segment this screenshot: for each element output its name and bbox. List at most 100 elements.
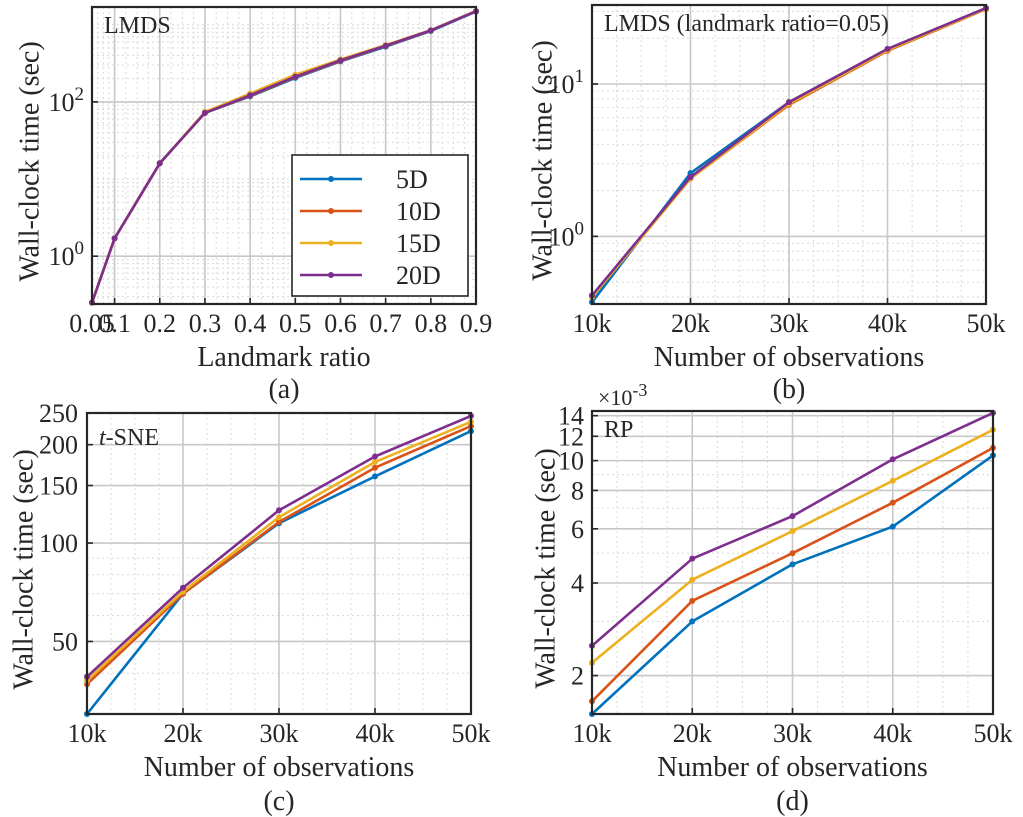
x-tick-label: 50k xyxy=(974,719,1013,748)
y-tick-label: 6 xyxy=(571,515,584,544)
panel-title: t-SNE xyxy=(99,425,159,451)
series-group xyxy=(89,7,479,306)
data-point-10D xyxy=(789,550,796,557)
series-group xyxy=(589,5,989,306)
data-point-20D xyxy=(884,45,891,52)
y-multiplier-exponent: -3 xyxy=(632,380,647,400)
y-tick-label: 8 xyxy=(571,476,584,505)
data-point-20D xyxy=(180,584,186,591)
data-point-5D xyxy=(372,473,378,480)
y-tick-label: 50 xyxy=(52,627,78,656)
x-axis-label: Number of observations xyxy=(654,342,925,373)
x-tick-label: 40k xyxy=(873,719,912,748)
y-tick-exponent: 1 xyxy=(575,66,585,87)
y-tick-exponent: 0 xyxy=(575,218,585,239)
x-tick-label: 30k xyxy=(773,719,812,748)
x-tick-label: 0.1 xyxy=(98,309,131,338)
y-axis-label: Wall-clock time (sec) xyxy=(8,449,39,689)
y-tick-label: 200 xyxy=(39,431,78,460)
panel-title-rest: -SNE xyxy=(106,425,159,451)
legend-label-20D: 20D xyxy=(396,261,441,290)
x-tick-label: 30k xyxy=(260,719,299,748)
x-tick-label: 0.8 xyxy=(415,309,448,338)
data-point-10D xyxy=(372,464,378,471)
data-point-20D xyxy=(201,109,208,116)
x-tick-label: 0.4 xyxy=(234,309,267,338)
y-tick-label: 150 xyxy=(39,472,78,501)
data-point-20D xyxy=(276,507,282,514)
panel-title-italic: t xyxy=(99,425,107,451)
legend-label-5D: 5D xyxy=(396,165,428,194)
x-tick-label: 10k xyxy=(573,309,612,338)
plot-frame xyxy=(90,5,478,306)
y-tick-label: 4 xyxy=(571,569,584,598)
x-tick-label: 10k xyxy=(68,719,107,748)
x-tick-label: 20k xyxy=(164,719,203,748)
data-point-15D xyxy=(889,477,896,484)
y-axis-label: Wall-clock time (sec) xyxy=(530,448,561,688)
data-point-20D xyxy=(687,174,694,181)
y-tick-label: 250 xyxy=(39,399,78,428)
panel-a: 0.050.1 0.2 0.3 0.4 0.5 0.6 0.7 0.8 0.9100102LMD… xyxy=(14,5,493,405)
y-tick-label: 14 xyxy=(558,402,584,431)
series-group xyxy=(84,412,474,717)
y-tick-base: 10 xyxy=(49,88,75,117)
data-point-20D xyxy=(111,235,118,242)
grid-major xyxy=(591,5,987,304)
data-point-20D xyxy=(689,555,696,562)
data-point-20D xyxy=(372,453,378,460)
legend-marker-5D xyxy=(328,176,334,182)
data-point-20D xyxy=(427,27,434,34)
legend-marker-20D xyxy=(328,272,334,278)
data-point-20D xyxy=(789,513,796,520)
series-line-20D xyxy=(90,10,477,304)
data-point-20D xyxy=(247,92,254,99)
x-tick-label: 0.5 xyxy=(279,309,312,338)
subfigure-caption: (b) xyxy=(773,374,806,405)
data-point-20D xyxy=(786,99,792,106)
panel-c: 10k 20k 30k 40k 50k 50 100 150 200 250 t-SNE Number… xyxy=(8,399,490,817)
y-tick-label: 100 xyxy=(49,238,85,271)
y-axis-label: Wall-clock time (sec) xyxy=(14,41,45,281)
y-tick-label: 101 xyxy=(549,66,585,99)
data-point-5D xyxy=(689,618,696,625)
y-tick-base: 10 xyxy=(549,222,575,251)
x-axis-label: Number of observations xyxy=(657,752,928,783)
legend-label-15D: 15D xyxy=(396,229,441,258)
data-point-20D xyxy=(292,73,299,80)
x-tick-label: 0.05 xyxy=(69,309,115,338)
legend-marker-15D xyxy=(328,240,334,246)
data-point-15D xyxy=(689,576,696,583)
data-point-5D xyxy=(789,561,796,568)
x-tick-label: 0.9 xyxy=(460,309,493,338)
legend-marker-10D xyxy=(328,208,334,214)
x-tick-label: 20k xyxy=(671,309,710,338)
x-axis-label: Landmark ratio xyxy=(197,342,370,373)
y-tick-label: 100 xyxy=(39,529,78,558)
y-tick-label: 102 xyxy=(49,84,85,117)
y-tick-exponent: 0 xyxy=(75,238,85,259)
x-tick-label: 0.2 xyxy=(144,309,177,338)
data-point-20D xyxy=(337,57,344,64)
subfigure-caption: (d) xyxy=(776,786,809,817)
data-point-20D xyxy=(889,456,896,463)
panel-title: LMDS (landmark ratio=0.05) xyxy=(604,11,889,37)
y-tick-label: 2 xyxy=(571,662,584,691)
data-point-10D xyxy=(276,519,282,526)
y-tick-label: 100 xyxy=(549,218,585,251)
y-tick-label: 12 xyxy=(558,422,584,451)
legend: 5D 10D 15D 20D xyxy=(291,154,469,297)
x-tick-label: 40k xyxy=(868,309,907,338)
y-tick-exponent: 2 xyxy=(75,84,85,105)
data-point-10D xyxy=(889,499,896,506)
y-tick-base: 10 xyxy=(49,242,75,271)
data-point-5D xyxy=(889,523,896,530)
y-multiplier: ×10-3 xyxy=(598,380,647,410)
x-tick-label: 50k xyxy=(452,719,491,748)
data-point-20D xyxy=(156,160,163,167)
y-tick-label: 10 xyxy=(558,447,584,476)
subfigure-caption: (c) xyxy=(263,786,294,817)
x-tick-label: 40k xyxy=(356,719,395,748)
